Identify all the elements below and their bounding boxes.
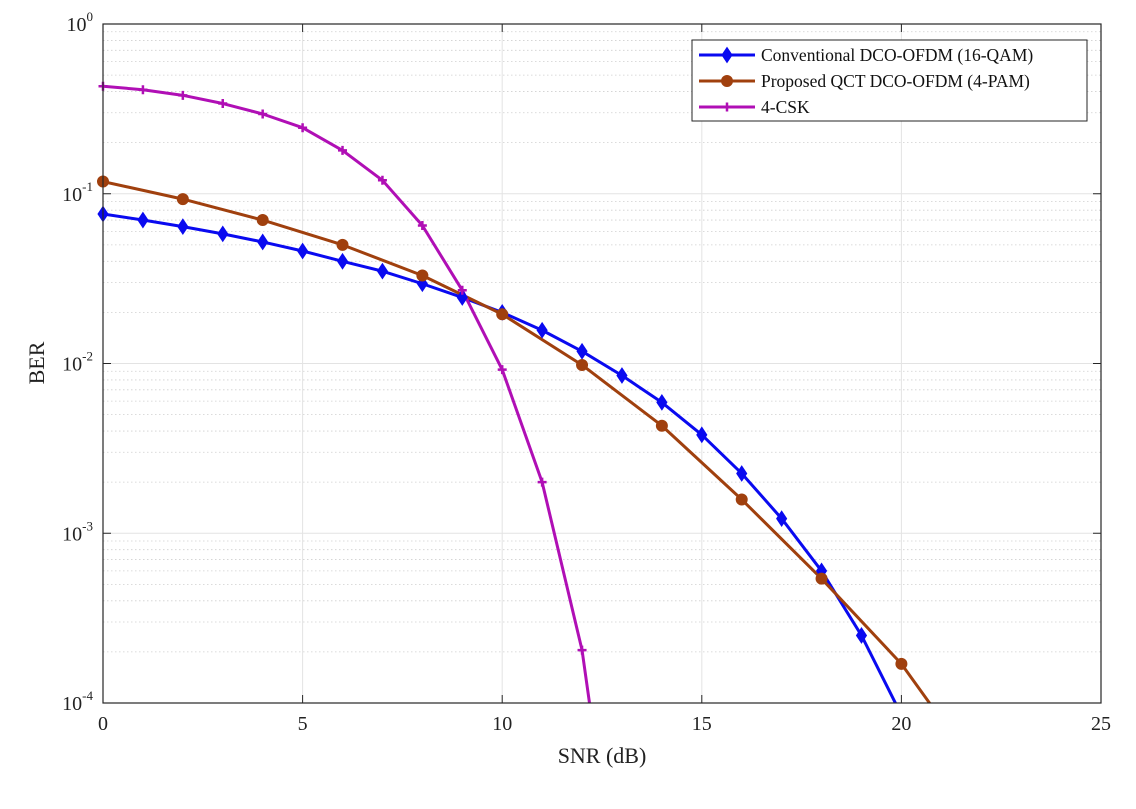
x-axis-label: SNR (dB) <box>558 743 647 768</box>
x-tick-label: 15 <box>692 713 712 735</box>
series-line-3 <box>103 84 592 703</box>
data-point-circle <box>336 238 349 251</box>
data-point-diamond <box>696 426 708 444</box>
data-point-diamond <box>336 252 349 270</box>
data-point-circle <box>416 269 429 282</box>
legend-label-1: Conventional DCO-OFDM (16-QAM) <box>761 45 1033 65</box>
data-point-circle <box>576 358 589 371</box>
y-tick-label: 100 <box>67 9 94 36</box>
legend-label-3: 4-CSK <box>761 97 810 117</box>
data-point-circle <box>256 214 269 227</box>
x-tick-label: 25 <box>1091 713 1111 735</box>
data-point-circle <box>176 193 189 206</box>
data-point-circle <box>496 308 509 321</box>
data-point-diamond <box>721 46 733 64</box>
data-point-circle <box>655 419 668 432</box>
x-tick-label: 5 <box>298 713 308 735</box>
y-tick-label: 10-1 <box>62 179 93 206</box>
y-tick-label: 10-2 <box>62 349 93 376</box>
data-point-diamond <box>456 289 468 306</box>
x-tick-label: 10 <box>492 713 512 735</box>
data-point-diamond <box>296 242 309 260</box>
data-point-plus <box>577 645 587 655</box>
data-point-plus <box>457 285 467 295</box>
data-point-plus <box>298 123 308 133</box>
data-point-diamond <box>177 218 189 236</box>
data-point-circle <box>815 572 828 585</box>
data-point-diamond <box>656 393 668 411</box>
legend-box <box>691 39 1088 122</box>
data-point-plus <box>722 102 732 112</box>
data-point-circle <box>735 493 748 506</box>
x-tick-label: 0 <box>98 713 108 735</box>
data-point-diamond <box>217 225 229 243</box>
data-point-plus <box>537 477 547 487</box>
data-point-circle <box>895 657 908 670</box>
data-point-circle <box>721 75 733 87</box>
data-point-diamond <box>576 342 588 360</box>
data-point-diamond <box>536 321 548 339</box>
data-point-plus <box>178 90 188 100</box>
data-point-diamond <box>736 465 748 482</box>
data-point-diamond <box>855 627 868 644</box>
data-point-plus <box>338 145 348 155</box>
data-point-diamond <box>616 367 628 384</box>
legend-label-2: Proposed QCT DCO-OFDM (4-PAM) <box>761 71 1030 91</box>
y-axis-ticks: 10-4 10-3 10-2 10-1 100 <box>62 9 1101 715</box>
data-point-plus <box>138 85 148 95</box>
series-line-2 <box>103 180 932 703</box>
y-tick-label: 10-4 <box>62 688 93 715</box>
data-point-diamond <box>257 233 269 251</box>
data-point-plus <box>218 99 228 109</box>
x-axis-ticks: 0 5 10 15 20 25 <box>98 24 1111 735</box>
markers-layer <box>97 81 908 670</box>
data-point-diamond <box>137 211 149 229</box>
data-point-plus <box>417 221 427 231</box>
y-axis-label: BER <box>24 341 49 384</box>
data-point-diamond <box>776 510 788 527</box>
legend: Conventional DCO-OFDM (16-QAM) Proposed Q… <box>691 39 1088 122</box>
data-point-plus <box>377 175 387 185</box>
data-point-plus <box>497 365 507 375</box>
y-tick-label: 10-3 <box>62 518 93 545</box>
data-point-plus <box>258 109 268 119</box>
x-tick-label: 20 <box>891 713 911 735</box>
data-point-diamond <box>376 262 389 280</box>
